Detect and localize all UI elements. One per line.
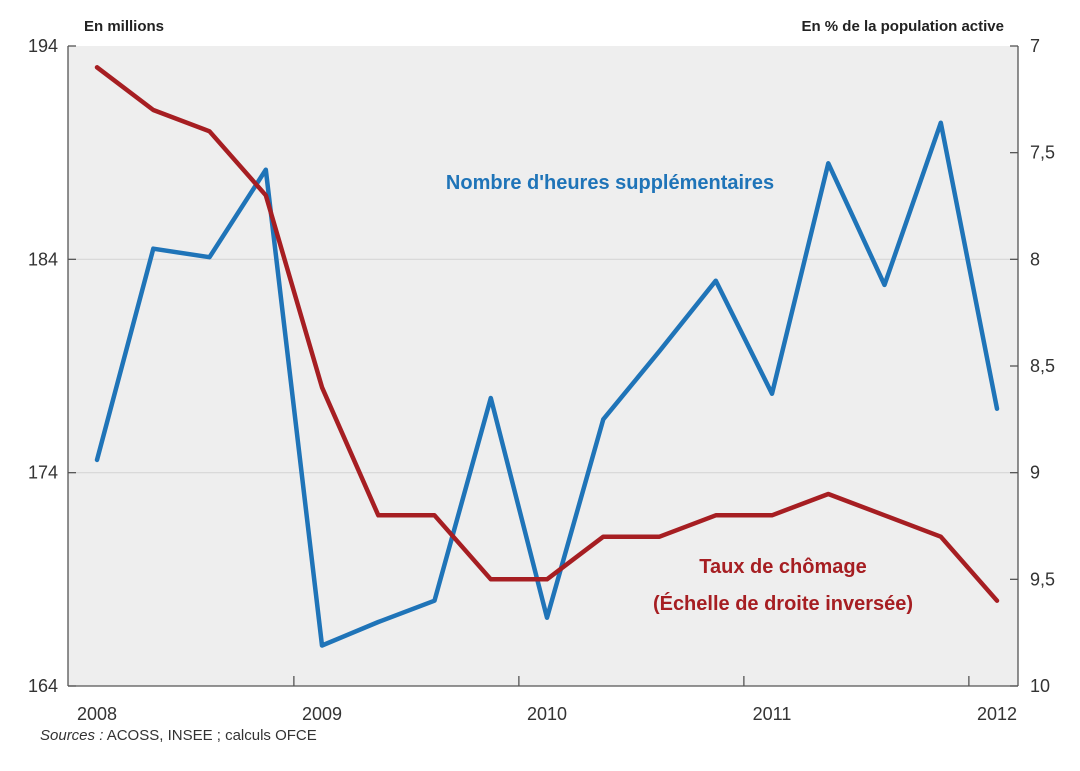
source-text: ACOSS, INSEE ; calculs OFCE xyxy=(103,727,317,744)
series-lines xyxy=(94,65,1000,648)
plot-area xyxy=(68,46,1018,686)
gridlines xyxy=(68,258,1018,474)
left-tick-label: 174 xyxy=(28,463,58,483)
right-tick-label: 9,5 xyxy=(1030,569,1055,589)
series-label-heures: Nombre d'heures supplémentaires xyxy=(446,172,774,194)
left-axis-unit: En millions xyxy=(84,18,164,35)
right-tick-label: 10 xyxy=(1030,676,1050,696)
left-tick-label: 194 xyxy=(28,36,58,56)
x-tick-label: 2012 xyxy=(977,704,1017,724)
left-tick-label: 164 xyxy=(28,676,58,696)
right-tick-label: 7,5 xyxy=(1030,143,1055,163)
series-line-0 xyxy=(94,120,1000,648)
x-tick-label: 2008 xyxy=(77,704,117,724)
source-prefix: Sources : xyxy=(40,727,104,744)
right-tick-label: 9 xyxy=(1030,463,1040,483)
x-tick-label: 2009 xyxy=(302,704,342,724)
series-line-1 xyxy=(94,65,1000,603)
series-label-chomage: Taux de chômage xyxy=(699,556,866,578)
source-note: Sources : ACOSS, INSEE ; calculs OFCE xyxy=(40,727,317,744)
x-tick-label: 2010 xyxy=(527,704,567,724)
right-axis-unit: En % de la population active xyxy=(801,18,1004,35)
axes xyxy=(67,45,1019,687)
series-label-chomage-line2: (Échelle de droite inversée) xyxy=(653,592,913,615)
tick-labels: 194 184 174 164 7 7,5 8 8,5 9 9,5 10 2008 2009 2010 20… xyxy=(28,36,1055,724)
right-tick-label: 8 xyxy=(1030,249,1040,269)
left-tick-label: 184 xyxy=(28,249,58,269)
right-tick-label: 8,5 xyxy=(1030,356,1055,376)
right-tick-label: 7 xyxy=(1030,36,1040,56)
x-tick-label: 2011 xyxy=(753,704,792,724)
